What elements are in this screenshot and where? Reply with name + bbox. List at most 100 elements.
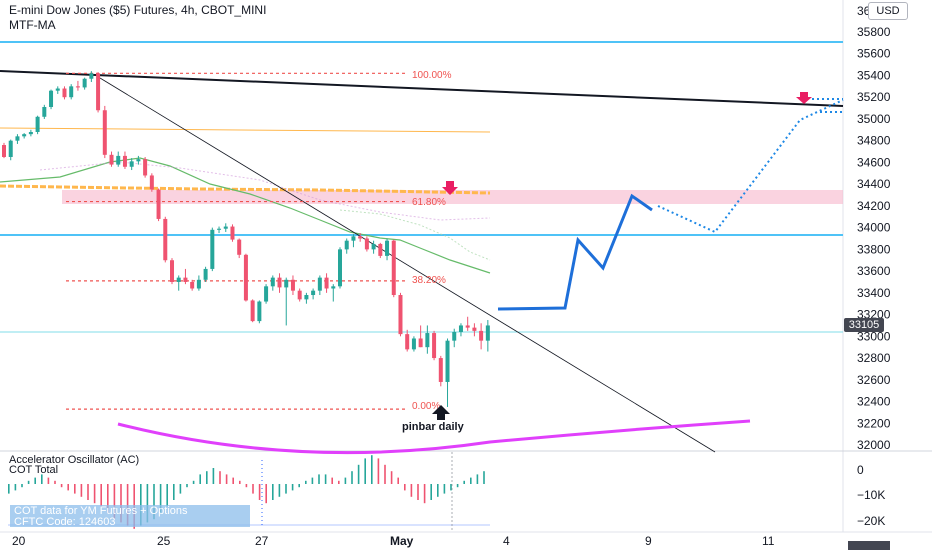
osc-bar-42	[285, 484, 287, 494]
currency-button[interactable]: USD	[868, 2, 908, 20]
candle-12	[82, 77, 87, 90]
osc-bar-47	[318, 474, 320, 484]
osc-bar-36	[245, 484, 248, 488]
osc-bar-53	[357, 464, 360, 484]
candle-40	[270, 275, 275, 291]
price-tick-2: 35400	[857, 68, 891, 82]
osc-bar-7	[54, 480, 56, 484]
candle-63	[425, 325, 430, 354]
osc-bar-57	[384, 464, 386, 484]
indicator-name[interactable]: MTF-MA	[9, 18, 56, 32]
candle-9	[62, 86, 67, 100]
ma-orange-thick	[0, 184, 491, 195]
cot-info-box: COT data for YM Futures + Options CFTC C…	[10, 505, 250, 528]
osc-bar-48	[324, 474, 327, 484]
price-tick-5: 34800	[857, 134, 891, 148]
supply-zone[interactable]	[62, 190, 843, 204]
osc-bar-63	[423, 484, 426, 504]
price-tick-17: 32400	[857, 395, 891, 409]
candle-67	[452, 328, 457, 348]
candle-49	[331, 284, 336, 302]
candle-38	[257, 300, 262, 324]
osc-bar-46	[311, 477, 314, 484]
osc-bar-9	[67, 484, 69, 491]
corner-indicator	[848, 541, 890, 550]
candle-32	[217, 226, 222, 234]
candle-27	[183, 268, 188, 285]
candle-48	[324, 273, 329, 293]
price-tick-12: 33400	[857, 286, 891, 300]
osc-bar-29	[199, 474, 201, 484]
projection-path-dotted[interactable]	[657, 99, 844, 234]
osc-bar-62	[417, 484, 419, 500]
osc-bar-66	[443, 484, 446, 494]
fibonacci-levels[interactable]	[66, 72, 408, 410]
candle-64	[432, 330, 437, 361]
osc-bar-23	[159, 484, 162, 513]
osc-bar-34	[232, 477, 234, 484]
candles	[2, 71, 490, 407]
candle-35	[237, 238, 242, 259]
price-tick-18: 32200	[857, 416, 891, 430]
fib-label-0: 0.00%	[412, 401, 440, 412]
candle-16	[109, 151, 114, 167]
osc-bar-18	[126, 484, 129, 526]
osc-bar-41	[278, 484, 281, 497]
trendline-black[interactable]	[0, 70, 844, 107]
candle-36	[243, 253, 248, 302]
osc-bar-72	[483, 471, 485, 484]
candle-22	[149, 173, 154, 192]
osc-bar-21	[146, 484, 149, 523]
candle-60	[405, 329, 410, 352]
osc-bar-68	[456, 484, 459, 488]
osc-bar-2	[21, 484, 23, 488]
candle-14	[96, 72, 101, 113]
osc-bar-22	[153, 484, 155, 520]
osc-bar-14	[100, 484, 102, 507]
osc-bar-52	[351, 471, 353, 484]
osc-bar-30	[206, 471, 208, 484]
candle-26	[176, 275, 181, 291]
cot-line-1: COT data for YM Futures + Options	[14, 505, 188, 517]
trendline-descending[interactable]	[99, 77, 716, 453]
osc-bar-67	[450, 484, 452, 491]
osc-bar-0	[8, 484, 10, 494]
price-axis[interactable]: 35800 35600 35400 35200 35000 34800 34600 34400…	[857, 25, 891, 452]
magenta-arc[interactable]	[117, 419, 751, 455]
candle-11	[75, 80, 80, 91]
candle-53	[358, 233, 363, 242]
osc-bar-71	[476, 474, 479, 484]
osc-bar-26	[179, 484, 182, 494]
price-tick-14: 33000	[857, 329, 891, 343]
candle-45	[304, 292, 309, 304]
osc-bar-37	[252, 484, 254, 494]
candle-4	[28, 129, 33, 137]
candle-66	[445, 338, 450, 407]
osc-bar-3	[27, 480, 30, 484]
osc-bar-15	[107, 484, 109, 513]
candle-47	[317, 275, 322, 296]
candle-59	[398, 292, 403, 337]
candle-7	[49, 89, 54, 110]
price-tick-11: 33600	[857, 264, 891, 278]
osc-bar-31	[212, 468, 215, 484]
osc-bar-4	[34, 477, 36, 484]
osc-bar-65	[437, 484, 439, 497]
projection-path-solid[interactable]	[497, 193, 653, 311]
candle-2	[15, 134, 20, 144]
candle-51	[344, 238, 349, 254]
time-label-11: 11	[762, 534, 775, 548]
fib-label-618: 61.80%	[412, 197, 446, 208]
osc-bar-10	[74, 484, 76, 494]
osc-bar-43	[291, 484, 294, 491]
candle-72	[485, 320, 490, 352]
osc-bar-59	[397, 477, 399, 484]
osc-bar-54	[364, 458, 366, 484]
candle-55	[371, 240, 376, 254]
osc-subtitle: COT Total	[9, 464, 58, 476]
candle-61	[411, 336, 416, 352]
candle-24	[163, 216, 168, 263]
osc-bar-60	[404, 484, 406, 491]
